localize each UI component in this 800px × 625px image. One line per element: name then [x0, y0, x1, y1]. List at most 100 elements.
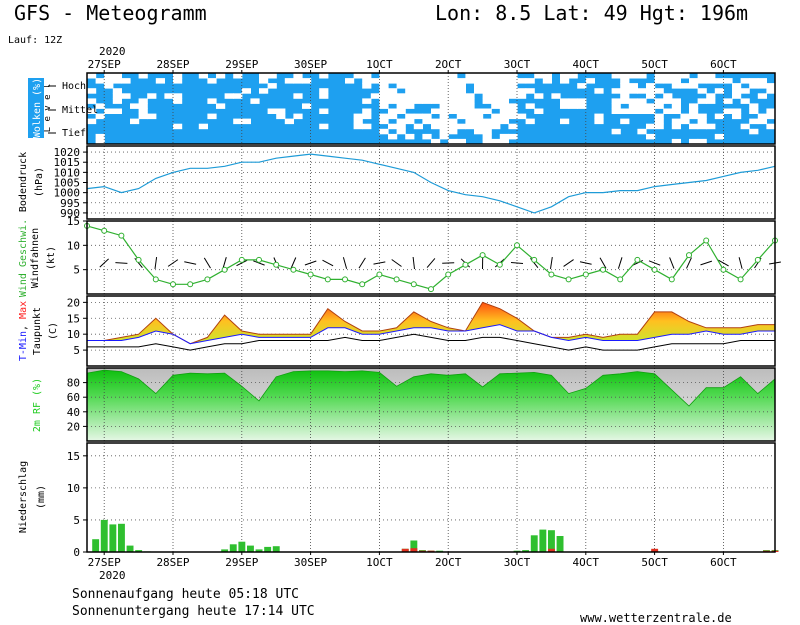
cloud-clear-cell — [276, 113, 286, 120]
wind-speed-point — [359, 281, 366, 288]
wind-barb — [358, 257, 366, 269]
wind-speed-point — [410, 281, 417, 288]
cloud-clear-cell — [757, 78, 767, 84]
date-label-bottom: 6OCT — [710, 556, 737, 569]
temperature-unit-label: (C) — [48, 322, 59, 340]
cloud-clear-cell — [198, 73, 208, 79]
cloud-clear-cell — [362, 73, 372, 79]
cloud-clear-cell — [585, 78, 595, 84]
cloud-clear-cell — [671, 138, 681, 145]
cloud-clear-cell — [353, 73, 363, 79]
cloud-clear-cell — [431, 118, 441, 125]
wind-barb — [669, 257, 675, 269]
wind-barb — [579, 261, 592, 265]
wind-speed-point — [514, 242, 520, 249]
wind-speed-point — [187, 281, 194, 288]
cloud-clear-cell — [293, 73, 303, 79]
cloud-clear-cell — [284, 118, 294, 125]
cloud-clear-cell — [431, 123, 441, 130]
precip-bar-convective — [651, 548, 659, 552]
wind-barb — [373, 261, 386, 265]
wind-speed-point — [238, 256, 245, 263]
wind-barb — [442, 262, 455, 264]
cloud-clear-cell — [439, 73, 449, 79]
date-label-top: 6OCT — [710, 58, 737, 71]
cloud-clear-cell — [508, 93, 518, 99]
wind-speed-point — [135, 256, 142, 263]
cloud-clear-cell — [654, 113, 664, 120]
precip-bar — [522, 550, 530, 552]
cloud-clear-cell — [697, 78, 707, 84]
cloud-clear-cell — [517, 93, 527, 99]
cloud-clear-cell — [413, 88, 423, 94]
cloud-clear-cell — [594, 118, 604, 125]
wind-speed-point — [393, 276, 400, 283]
cloud-clear-cell — [757, 83, 767, 89]
cloud-clear-cell — [379, 88, 389, 94]
cloud-clear-cell — [422, 98, 432, 104]
cloud-clear-cell — [456, 123, 466, 130]
cloud-clear-cell — [413, 83, 423, 89]
cloud-clear-cell — [646, 108, 656, 114]
tmin-label: T-Min — [18, 331, 29, 361]
cloud-clear-cell — [560, 118, 570, 125]
cloud-clear-cell — [250, 98, 260, 104]
cloud-clear-cell — [422, 73, 432, 79]
precip-bar-convective — [548, 548, 555, 552]
cloud-clear-cell — [95, 78, 105, 84]
cloud-clear-cell — [121, 93, 131, 99]
cloud-clear-cell — [628, 73, 638, 79]
wind-speed-point — [617, 276, 624, 283]
wind-barb — [738, 257, 743, 269]
cloud-clear-cell — [448, 73, 458, 79]
cloud-clear-cell — [482, 98, 492, 104]
wind-barb — [222, 257, 227, 269]
cloud-clear-cell — [499, 133, 509, 140]
pressure-ytick-label: 1010 — [54, 166, 81, 179]
wind-speed-point — [462, 261, 469, 268]
cloud-clear-cell — [448, 118, 458, 125]
website-link[interactable]: www.wetterzentrale.de — [580, 611, 732, 625]
cloud-clear-cell — [284, 78, 294, 84]
cloud-clear-cell — [697, 138, 707, 145]
cloud-clear-cell — [757, 113, 767, 120]
precip-ytick-label: 15 — [67, 450, 80, 463]
cloud-clear-cell — [714, 133, 724, 140]
precip-bar — [126, 545, 134, 552]
precip-unit-label: (mm) — [36, 485, 47, 509]
cloud-clear-cell — [293, 93, 303, 99]
cloud-clear-cell — [465, 113, 475, 120]
temperature-label-sep: , — [18, 319, 29, 331]
cloud-clear-cell — [714, 113, 724, 120]
wind-barb — [342, 257, 348, 269]
wind-speed-point — [582, 271, 589, 278]
wind-barb — [391, 259, 402, 267]
cloud-clear-cell — [465, 78, 475, 84]
date-label-top: 28SEP — [156, 58, 189, 71]
wind-barb — [253, 260, 265, 266]
cloud-clear-cell — [499, 93, 509, 99]
pressure-ytick-label: 1005 — [54, 177, 81, 190]
cloud-clear-cell — [749, 78, 759, 84]
cloud-clear-cell — [508, 73, 518, 79]
cloud-clear-cell — [482, 73, 492, 79]
cloud-clear-cell — [267, 73, 277, 79]
date-label-top: 30SEP — [294, 58, 327, 71]
cloud-clear-cell — [388, 108, 398, 114]
cloud-clear-cell — [362, 98, 372, 104]
pressure-ytick-label: 995 — [60, 197, 80, 210]
cloud-clear-cell — [439, 133, 449, 140]
date-label-bottom: 1OCT — [366, 556, 393, 569]
cloud-clear-cell — [465, 118, 475, 125]
cloud-clear-cell — [422, 118, 432, 125]
cloud-clear-cell — [697, 73, 707, 79]
precipitation-panel-frame — [86, 442, 776, 553]
wind-speed-point — [307, 271, 314, 278]
cloud-clear-cell — [663, 98, 673, 104]
year-label-bottom: 2020 — [99, 569, 126, 582]
cloud-clear-cell — [431, 108, 441, 114]
cloud-clear-cell — [207, 98, 217, 104]
cloud-clear-cell — [525, 88, 535, 94]
